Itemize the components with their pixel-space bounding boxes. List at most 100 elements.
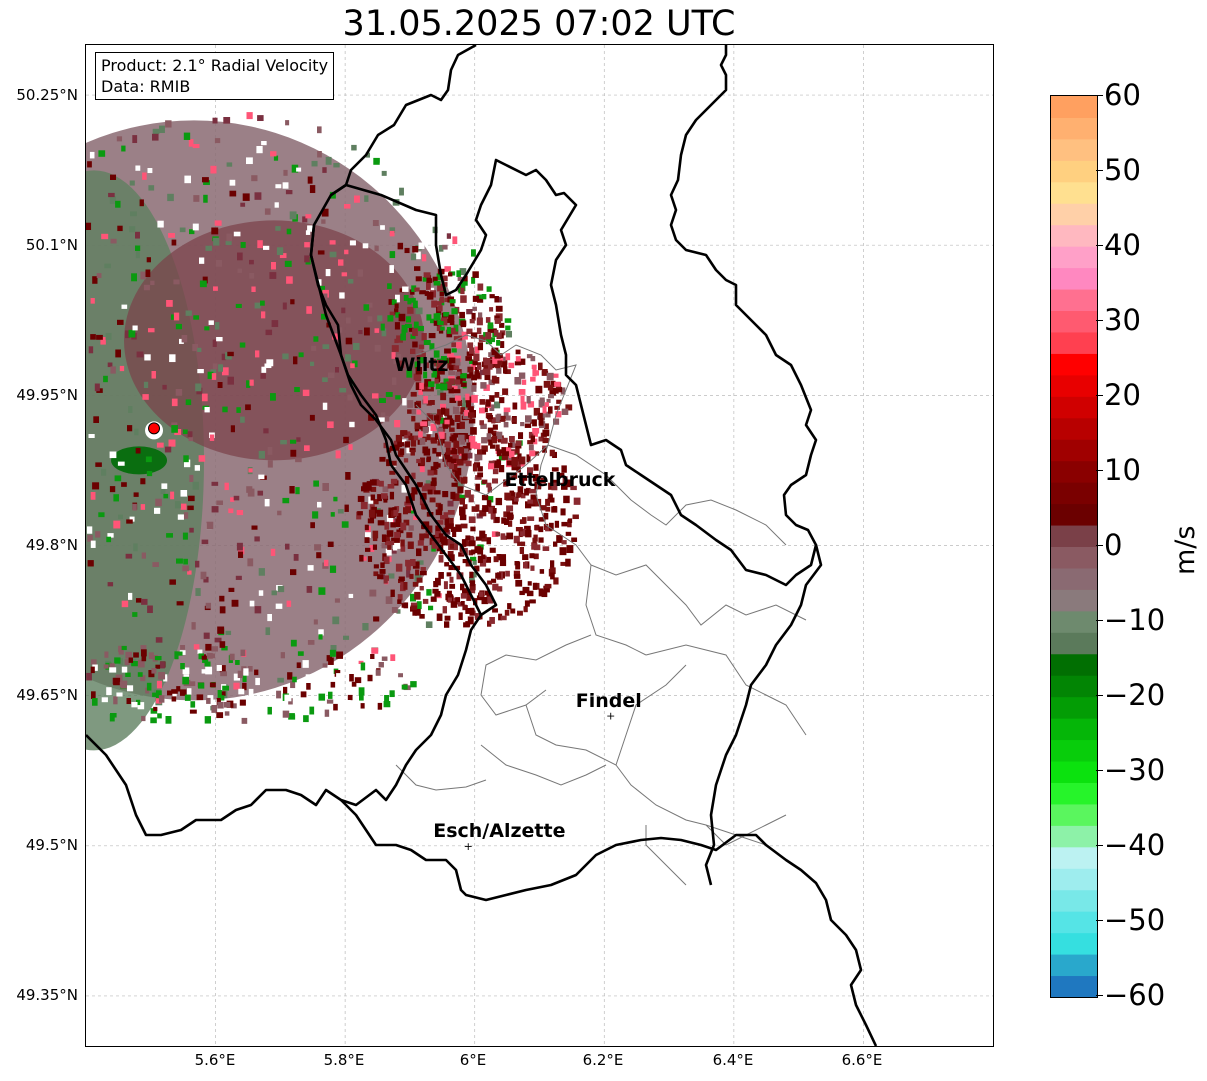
echo-pixel: [421, 254, 427, 262]
echo-pixel: [126, 519, 133, 524]
echo-pixel: [90, 540, 96, 548]
echo-pixel: [372, 530, 379, 539]
colorbar-swatch: [1051, 331, 1097, 354]
echo-pixel: [419, 438, 426, 445]
echo-pixel: [307, 565, 314, 571]
echo-pixel: [221, 353, 227, 361]
echo-pixel: [426, 292, 434, 300]
echo-pixel: [141, 655, 147, 662]
echo-pixel: [261, 141, 267, 146]
echo-pixel: [434, 417, 441, 425]
echo-pixel: [151, 371, 156, 379]
echo-pixel: [391, 537, 397, 544]
echo-pixel: [456, 481, 464, 488]
echo-pixel: [455, 371, 461, 376]
echo-pixel: [430, 423, 437, 431]
echo-pixel: [496, 431, 503, 440]
echo-pixel: [542, 405, 547, 414]
echo-pixel: [249, 379, 254, 386]
echo-pixel: [323, 293, 328, 301]
echo-pixel: [326, 655, 332, 662]
lat-tick-label: 49.5°N: [25, 836, 78, 854]
echo-pixel: [449, 365, 454, 371]
echo-pixel: [214, 637, 222, 643]
echo-pixel: [472, 559, 477, 565]
echo-pixel: [535, 385, 543, 394]
echo-pixel: [518, 358, 526, 365]
echo-pixel: [526, 454, 531, 463]
colorbar-tick: [1096, 845, 1103, 846]
echo-pixel: [486, 592, 491, 599]
echo-pixel: [181, 335, 188, 343]
echo-pixel: [182, 532, 188, 540]
echo-pixel: [446, 381, 452, 389]
echo-pixel: [465, 460, 472, 467]
echo-pixel: [526, 396, 531, 404]
echo-pixel: [370, 486, 377, 492]
echo-pixel: [436, 273, 443, 280]
echo-pixel: [107, 362, 113, 368]
echo-pixel: [550, 572, 555, 580]
echo-pixel: [218, 691, 226, 696]
echo-pixel: [422, 426, 430, 432]
echo-pixel: [497, 296, 502, 303]
echo-pixel: [473, 353, 480, 362]
echo-pixel: [421, 351, 426, 358]
echo-pixel: [449, 462, 454, 470]
echo-pixel: [529, 599, 536, 604]
echo-pixel: [477, 449, 483, 455]
echo-pixel: [532, 428, 540, 434]
lon-tick-label: 5.8°E: [323, 1051, 365, 1069]
echo-pixel: [457, 486, 464, 494]
echo-pixel: [258, 474, 265, 480]
echo-pixel: [131, 661, 138, 667]
echo-pixel: [90, 298, 95, 304]
echo-pixel: [132, 503, 137, 511]
echo-pixel: [477, 298, 484, 303]
echo-pixel: [437, 283, 444, 292]
echo-pixel: [460, 439, 466, 445]
echo-pixel: [477, 364, 482, 370]
echo-pixel: [168, 233, 175, 238]
echo-pixel: [518, 432, 524, 440]
echo-pixel: [130, 211, 137, 217]
echo-pixel: [538, 417, 544, 426]
radar-map[interactable]: + + Product: 2.1° Radial Velocity Data: R…: [85, 44, 994, 1047]
city-marker: +: [606, 710, 615, 723]
echo-pixel: [128, 406, 133, 413]
echo-pixel: [435, 301, 442, 306]
echo-pixel: [316, 552, 322, 559]
echo-pixel: [349, 674, 354, 682]
echo-pixel: [265, 627, 271, 636]
echo-pixel: [283, 169, 288, 176]
echo-pixel: [444, 266, 451, 272]
echo-pixel: [572, 514, 579, 520]
echo-pixel: [418, 431, 423, 438]
colorbar-swatch: [1051, 610, 1097, 633]
echo-pixel: [343, 436, 349, 444]
echo-pixel: [494, 318, 502, 324]
echo-pixel: [466, 442, 472, 450]
echo-pixel: [225, 240, 232, 246]
echo-pixel: [155, 698, 162, 704]
echo-pixel: [363, 304, 370, 311]
echo-pixel: [106, 536, 112, 543]
echo-pixel: [135, 447, 141, 454]
echo-pixel: [448, 387, 454, 394]
echo-pixel: [526, 590, 534, 597]
echo-pixel: [475, 536, 482, 541]
echo-pixel: [493, 329, 499, 336]
radar-site-marker: [145, 421, 164, 440]
echo-pixel: [442, 423, 449, 429]
echo-pixel: [325, 156, 332, 165]
echo-pixel: [248, 688, 254, 697]
echo-pixel: [302, 389, 310, 397]
echo-pixel: [438, 504, 443, 511]
echo-pixel: [471, 441, 478, 446]
echo-pixel: [449, 523, 454, 528]
echo-pixel: [471, 374, 477, 381]
echo-pixel: [329, 251, 337, 258]
echo-pixel: [488, 379, 495, 386]
echo-pixel: [483, 363, 489, 370]
echo-pixel: [233, 231, 241, 237]
